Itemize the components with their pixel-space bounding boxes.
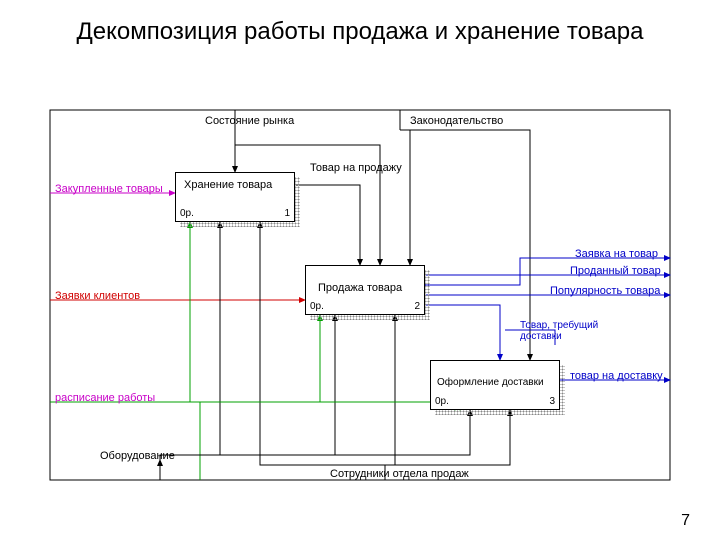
diagram-canvas: Хранение товара 0р. 1 Продажа товара 0р.… bbox=[0, 0, 720, 540]
flow-label-popularity: Популярность товара bbox=[550, 285, 660, 297]
activity-box-storage: Хранение товара 0р. 1 bbox=[175, 172, 295, 222]
box-label: Хранение товара bbox=[184, 179, 272, 191]
flow-label-for-delivery: товар на доставку bbox=[570, 370, 663, 382]
activity-box-sale: Продажа товара 0р. 2 bbox=[305, 265, 425, 315]
flow-label-goods-for-sale: Товар на продажу bbox=[310, 162, 402, 174]
box-cost: 0р. bbox=[435, 396, 449, 407]
flow-label-law: Законодательство bbox=[410, 115, 503, 127]
page-number: 7 bbox=[681, 512, 690, 530]
flow-label-purchased: Закупленные товары bbox=[55, 183, 163, 195]
flow-label-schedule: расписание работы bbox=[55, 392, 155, 404]
flow-label-market: Состояние рынка bbox=[205, 115, 294, 127]
box-num: 2 bbox=[414, 301, 420, 312]
flow-label-request: Заявка на товар bbox=[575, 248, 658, 260]
flow-label-need-delivery: Товар, требущий доставки bbox=[520, 320, 630, 342]
flow-label-sold: Проданный товар bbox=[570, 265, 661, 277]
flow-label-equipment: Оборудование bbox=[100, 450, 175, 462]
box-label: Продажа товара bbox=[318, 282, 402, 294]
box-num: 3 bbox=[549, 396, 555, 407]
activity-box-delivery: Оформление доставки 0р. 3 bbox=[430, 360, 560, 410]
box-cost: 0р. bbox=[180, 208, 194, 219]
flow-label-orders: Заявки клиентов bbox=[55, 290, 140, 302]
box-label: Оформление доставки bbox=[437, 377, 544, 388]
box-num: 1 bbox=[284, 208, 290, 219]
flow-label-staff: Сотрудники отдела продаж bbox=[330, 468, 469, 480]
box-cost: 0р. bbox=[310, 301, 324, 312]
